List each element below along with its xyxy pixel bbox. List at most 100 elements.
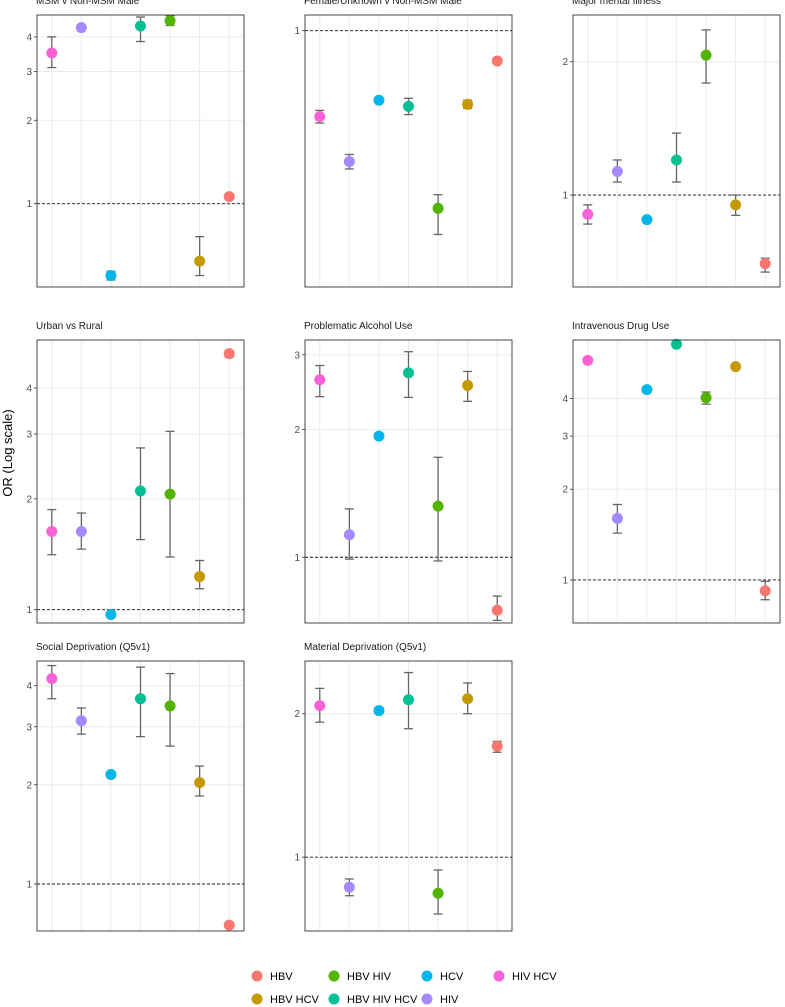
legend-key-hiv <box>421 993 433 1005</box>
point-hcv <box>105 609 117 621</box>
point-hbv-hiv-hcv <box>403 100 414 112</box>
legend-key-hcv <box>421 970 433 982</box>
point-hbv-hiv <box>432 887 444 899</box>
panel-border <box>304 660 513 932</box>
point-hbv-hcv <box>194 255 206 267</box>
point-hiv <box>611 512 623 524</box>
legend-key-hbv-hiv-hcv <box>328 993 340 1005</box>
point-hiv-hcv <box>46 526 58 538</box>
panel-6: Intravenous Drug Use 1 2 3 4 <box>562 321 781 624</box>
point-hiv-hcv <box>582 208 594 220</box>
point-hbv-hcv <box>194 777 206 789</box>
y-tick-label: 2 <box>26 116 32 127</box>
point-hbv-hiv <box>700 392 712 404</box>
panel-border <box>572 339 781 624</box>
point-hiv <box>343 156 355 168</box>
point-hcv <box>641 214 653 226</box>
point-hbv-hcv <box>730 199 742 211</box>
panel-border <box>36 14 245 288</box>
legend-label-hbv-hcv: HBV HCV <box>270 994 320 1006</box>
point-hbv-hiv <box>432 500 444 512</box>
y-tick-label: 1 <box>294 553 300 564</box>
panel-title: Urban vs Rural <box>36 321 103 332</box>
point-hcv <box>373 94 385 106</box>
point-hcv <box>373 430 385 442</box>
legend-label-hbv-hiv: HBV HIV <box>347 971 392 983</box>
point-hbv-hiv <box>164 488 176 500</box>
panel-title: Problematic Alcohol Use <box>304 321 413 332</box>
point-hbv-hiv <box>164 15 176 27</box>
point-hbv <box>223 191 235 203</box>
legend-key-hbv <box>251 970 263 982</box>
point-hbv <box>223 919 235 931</box>
point-hcv <box>105 768 117 780</box>
point-hbv-hiv <box>432 202 444 214</box>
panel-border <box>36 660 245 932</box>
legend-key-hbv-hiv <box>328 970 340 982</box>
panel-title: Social Deprivation (Q5v1) <box>36 642 150 653</box>
y-tick-label: 2 <box>562 57 568 68</box>
legend-label-hcv: HCV <box>440 971 464 983</box>
y-tick-label: 1 <box>562 191 568 202</box>
point-hiv-hcv <box>582 354 594 366</box>
point-hbv-hcv <box>462 379 474 391</box>
panel-1: MSM v Non-MSM Male 1 2 3 4 <box>26 0 245 288</box>
y-tick-label: 4 <box>26 32 32 43</box>
y-tick-label: 1 <box>562 575 568 586</box>
panel-3: Major mental Illness 1 2 <box>562 0 781 288</box>
legend: HBV HBV HIV HCV HIV HCV HBV HCV HBV HIV HCV HI… <box>251 970 557 1006</box>
point-hiv <box>611 166 623 178</box>
point-hbv-hcv <box>462 98 474 110</box>
point-hiv-hcv <box>314 700 326 712</box>
panel-4: Urban vs Rural 1 2 3 4 <box>26 321 245 624</box>
y-tick-label: 1 <box>26 879 32 890</box>
panel-title: Female/Unknown v Non-MSM Male <box>304 0 462 7</box>
point-hiv <box>75 715 87 727</box>
point-hbv-hcv <box>730 361 742 373</box>
legend-label-hiv-hcv: HIV HCV <box>512 971 557 983</box>
y-tick-label: 2 <box>294 425 300 436</box>
point-hbv-hiv <box>164 700 176 712</box>
y-axis-label: OR (Log scale) <box>0 409 15 496</box>
point-hcv <box>373 705 385 717</box>
panel-border <box>36 339 245 624</box>
y-tick-label: 2 <box>26 780 32 791</box>
y-tick-label: 3 <box>26 722 32 733</box>
point-hbv <box>759 258 771 270</box>
point-hiv-hcv <box>46 673 58 685</box>
point-hbv <box>491 55 503 67</box>
point-hbv-hcv <box>462 693 474 705</box>
panel-title: Major mental Illness <box>572 0 661 7</box>
point-hiv <box>75 22 87 34</box>
y-tick-label: 1 <box>294 26 300 37</box>
point-hbv-hiv-hcv <box>403 367 414 379</box>
point-hiv-hcv <box>314 111 326 123</box>
panel-border <box>304 339 513 624</box>
y-tick-label: 2 <box>562 485 568 496</box>
point-hiv-hcv <box>314 374 326 386</box>
point-hbv-hiv-hcv <box>403 694 414 706</box>
point-hiv <box>75 526 87 538</box>
y-tick-label: 1 <box>26 605 32 616</box>
point-hbv-hiv-hcv <box>671 154 682 166</box>
point-hbv-hiv-hcv <box>135 693 146 705</box>
point-hbv <box>223 348 235 360</box>
panel-title: Material Deprivation (Q5v1) <box>304 642 426 653</box>
y-tick-label: 4 <box>26 681 32 692</box>
y-tick-label: 2 <box>26 494 32 505</box>
point-hbv-hiv-hcv <box>671 338 682 350</box>
legend-key-hiv-hcv <box>493 970 505 982</box>
legend-key-hbv-hcv <box>251 993 263 1005</box>
legend-label-hbv-hiv-hcv: HBV HIV HCV <box>347 994 418 1006</box>
y-tick-label: 3 <box>26 429 32 440</box>
y-tick-label: 1 <box>294 853 300 864</box>
y-tick-label: 3 <box>294 350 300 361</box>
point-hbv <box>759 585 771 597</box>
panel-border <box>572 14 781 288</box>
panel-title: MSM v Non-MSM Male <box>36 0 140 7</box>
legend-label-hbv: HBV <box>270 971 293 983</box>
y-tick-label: 3 <box>562 432 568 443</box>
panel-7: Social Deprivation (Q5v1) 1 2 3 4 <box>26 642 245 932</box>
point-hcv <box>641 384 653 396</box>
